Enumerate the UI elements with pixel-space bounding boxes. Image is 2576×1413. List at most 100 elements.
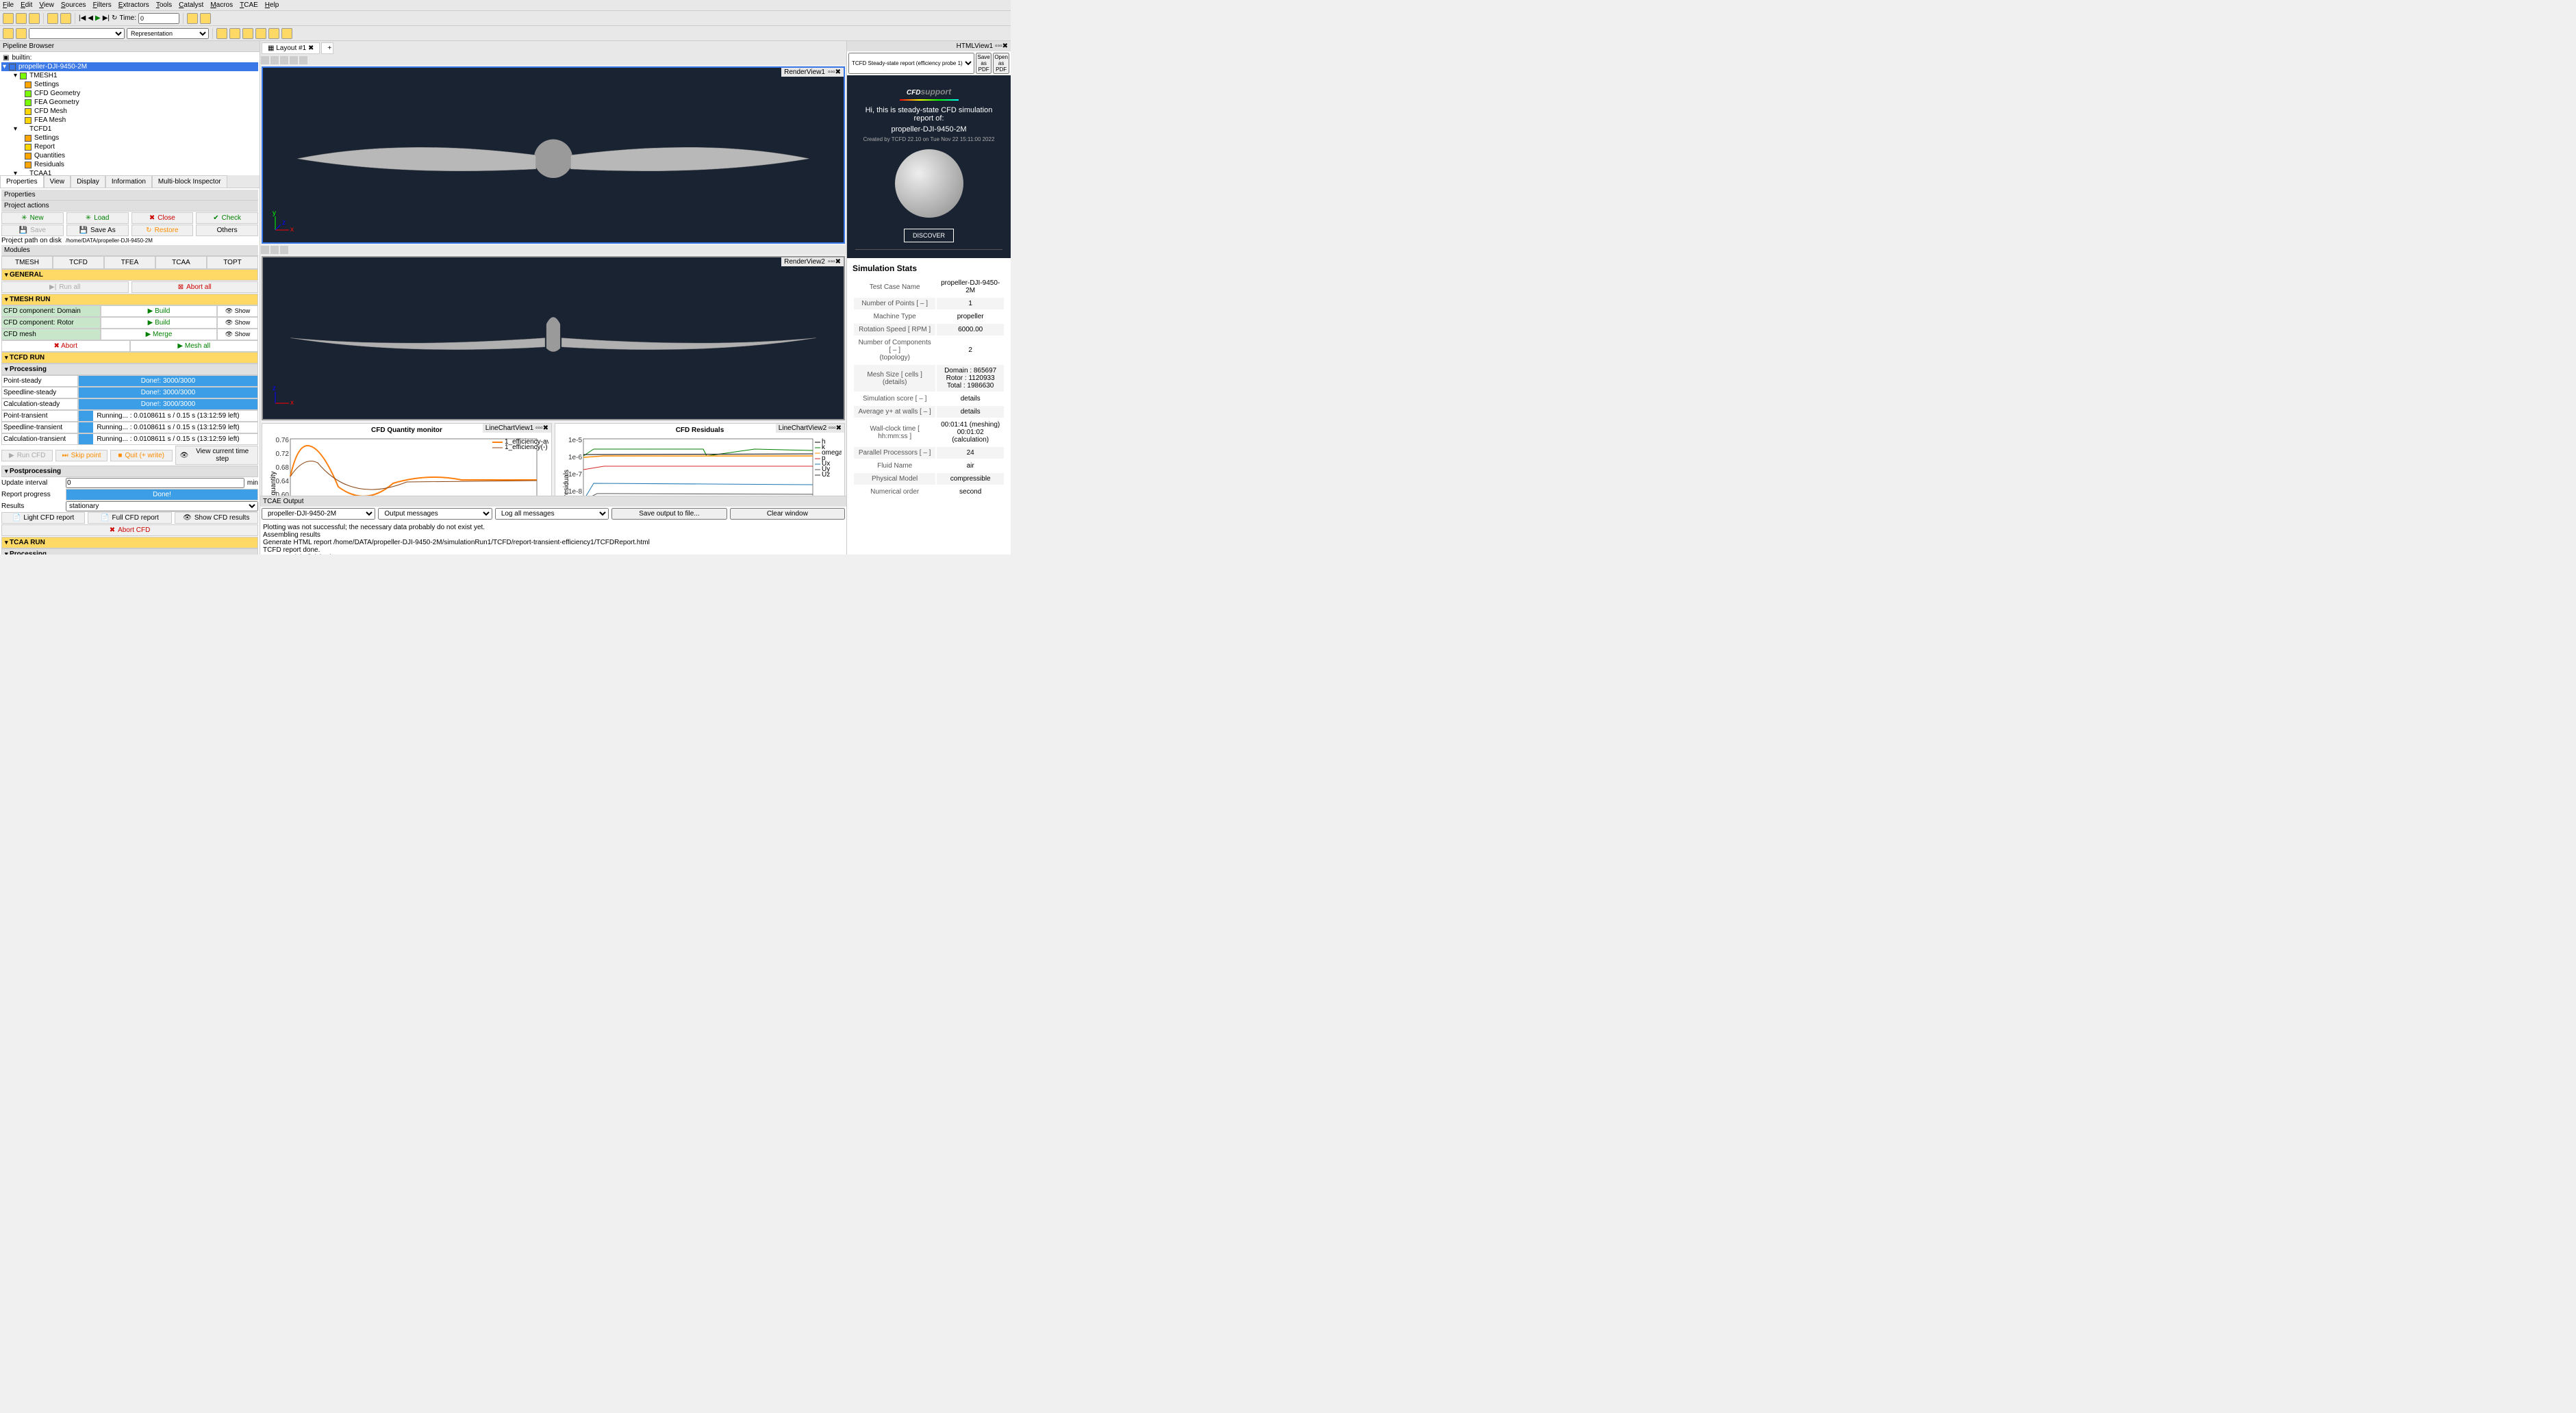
tmesh-run-header[interactable]: ▾ TMESH RUN [1, 294, 258, 305]
tree-item-report[interactable]: Report [1, 142, 258, 151]
output-filter1-select[interactable]: Output messages [378, 508, 492, 520]
show-results-button[interactable]: 👁 Show CFD results [175, 512, 258, 524]
color-icon[interactable] [16, 28, 27, 39]
field-select[interactable] [29, 28, 125, 39]
processing-header[interactable]: ▾ Processing [1, 364, 258, 375]
postprocessing-header[interactable]: ▾ Postprocessing [1, 466, 258, 477]
tree-item-quantities[interactable]: Quantities [1, 151, 258, 160]
tab-display[interactable]: Display [71, 175, 105, 188]
camera-x-icon[interactable] [255, 28, 266, 39]
line-chart-1[interactable]: LineChartView1 ▫▫▫✖ CFD Quantity monitor… [262, 423, 552, 496]
results-select[interactable]: stationary [66, 501, 258, 511]
tab-properties[interactable]: Properties [0, 175, 44, 188]
light-report-button[interactable]: 📄 Light CFD report [1, 512, 85, 524]
view-icon[interactable] [280, 56, 288, 64]
view-icon[interactable] [280, 246, 288, 254]
tcaa-run-header[interactable]: ▾ TCAA RUN [1, 537, 258, 548]
play-icon[interactable]: ▶ [95, 14, 101, 22]
view-icon[interactable] [290, 56, 298, 64]
undo-icon[interactable] [47, 13, 58, 24]
save-icon[interactable] [16, 13, 27, 24]
tree-item-fea-mesh[interactable]: FEA Mesh [1, 116, 258, 125]
play-fwd-icon[interactable]: ▶| [103, 14, 110, 22]
tree-item-settings[interactable]: Settings [1, 80, 258, 89]
clear-window-button[interactable]: Clear window [730, 508, 845, 520]
view-icon[interactable] [299, 56, 307, 64]
menu-catalyst[interactable]: Catalyst [179, 1, 203, 9]
update-interval-input[interactable] [66, 478, 244, 488]
add-layout-button[interactable]: + [321, 42, 333, 54]
camera-reset-icon[interactable] [242, 28, 253, 39]
view-icon[interactable] [261, 246, 269, 254]
others-button[interactable]: Others [196, 225, 258, 236]
mesh-all-button[interactable]: ▶ Mesh all [130, 340, 259, 352]
menu-tools[interactable]: Tools [156, 1, 172, 9]
play-start-icon[interactable]: |◀ [79, 14, 86, 22]
tree-item-cfd-geometry[interactable]: CFD Geometry [1, 89, 258, 98]
restore-button[interactable]: ↻ Restore [131, 225, 194, 236]
tab-view[interactable]: View [44, 175, 71, 188]
tree-item-tmesh1[interactable]: ▾ TMESH1 [1, 71, 258, 80]
loop-icon[interactable]: ↻ [112, 14, 117, 22]
tree-item-residuals[interactable]: Residuals [1, 160, 258, 169]
full-report-button[interactable]: 📄 Full CFD report [88, 512, 171, 524]
check-button[interactable]: ✔ Check [196, 212, 258, 224]
menu-view[interactable]: View [39, 1, 54, 9]
redo-icon[interactable] [60, 13, 71, 24]
show-button[interactable]: 👁 Show [217, 329, 258, 340]
tree-item-settings[interactable]: Settings [1, 133, 258, 142]
tree-item-tcfd1[interactable]: ▾ TCFD1 [1, 125, 258, 133]
axis-icon[interactable] [216, 28, 227, 39]
build-button[interactable]: ▶ Merge [101, 329, 217, 340]
abort-all-button[interactable]: ⊠ Abort all [131, 281, 259, 293]
menu-macros[interactable]: Macros [210, 1, 233, 9]
tree-item-propeller-dji-9450-2m[interactable]: ▾ propeller-DJI-9450-2M [1, 62, 258, 71]
menu-help[interactable]: Help [265, 1, 279, 9]
menu-file[interactable]: File [3, 1, 14, 9]
module-tab-tcaa[interactable]: TCAA [155, 256, 207, 269]
open-pdf-button[interactable]: Open as PDF [993, 53, 1009, 74]
tree-item-fea-geometry[interactable]: FEA Geometry [1, 98, 258, 107]
menu-filters[interactable]: Filters [93, 1, 112, 9]
general-section-header[interactable]: ▾ GENERAL [1, 269, 258, 281]
grid-icon[interactable] [229, 28, 240, 39]
zoom-icon[interactable] [187, 13, 198, 24]
module-tab-tfea[interactable]: TFEA [104, 256, 155, 269]
show-button[interactable]: 👁 Show [217, 305, 258, 317]
menu-extractors[interactable]: Extractors [118, 1, 149, 9]
build-button[interactable]: ▶ Build [101, 317, 217, 329]
render-view-1[interactable]: RenderView1 ▫▫▫✖ x y z [262, 66, 845, 244]
representation-select[interactable]: Representation [127, 28, 209, 39]
tcfd-run-header[interactable]: ▾ TCFD RUN [1, 352, 258, 364]
skip-point-button[interactable]: ⏭ Skip point [55, 450, 107, 461]
view-timestep-button[interactable]: 👁 View current time step [175, 446, 258, 465]
saveas-button[interactable]: 💾 Save As [66, 225, 129, 236]
play-back-icon[interactable]: ◀ [88, 14, 93, 22]
save-output-button[interactable]: Save output to file... [611, 508, 727, 520]
run-cfd-button[interactable]: ▶ Run CFD [1, 450, 53, 461]
build-button[interactable]: ▶ Build [101, 305, 217, 317]
tree-item-tcaa1[interactable]: ▾ TCAA1 [1, 169, 258, 175]
menu-sources[interactable]: Sources [61, 1, 86, 9]
show-button[interactable]: 👁 Show [217, 317, 258, 329]
output-filter2-select[interactable]: Log all messages [495, 508, 609, 520]
camera-z-icon[interactable] [281, 28, 292, 39]
view-icon[interactable] [261, 56, 269, 64]
save-pdf-button[interactable]: Save as PDF [976, 53, 992, 74]
layout-tab-1[interactable]: ▦ Layout #1 ✖ [262, 42, 320, 54]
tcaa-processing-header[interactable]: ▾ Processing [1, 548, 258, 555]
module-tab-tmesh[interactable]: TMESH [1, 256, 53, 269]
run-all-button[interactable]: ▶| Run all [1, 281, 129, 293]
output-case-select[interactable]: propeller-DJI-9450-2M [262, 508, 375, 520]
report-select[interactable]: TCFD Steady-state report (efficiency pro… [848, 53, 974, 74]
menu-tcae[interactable]: TCAE [240, 1, 258, 9]
tab-information[interactable]: Information [105, 175, 152, 188]
tab-multi-block-inspector[interactable]: Multi-block Inspector [152, 175, 227, 188]
view-icon[interactable] [270, 56, 279, 64]
abort-cfd-button[interactable]: ✖ Abort CFD [1, 524, 258, 536]
camera-y-icon[interactable] [268, 28, 279, 39]
tree-item-cfd-mesh[interactable]: CFD Mesh [1, 107, 258, 116]
new-button[interactable]: ✳ New [1, 212, 64, 224]
module-tab-tcfd[interactable]: TCFD [53, 256, 104, 269]
quit-button[interactable]: ■ Quit (+ write) [110, 450, 173, 461]
